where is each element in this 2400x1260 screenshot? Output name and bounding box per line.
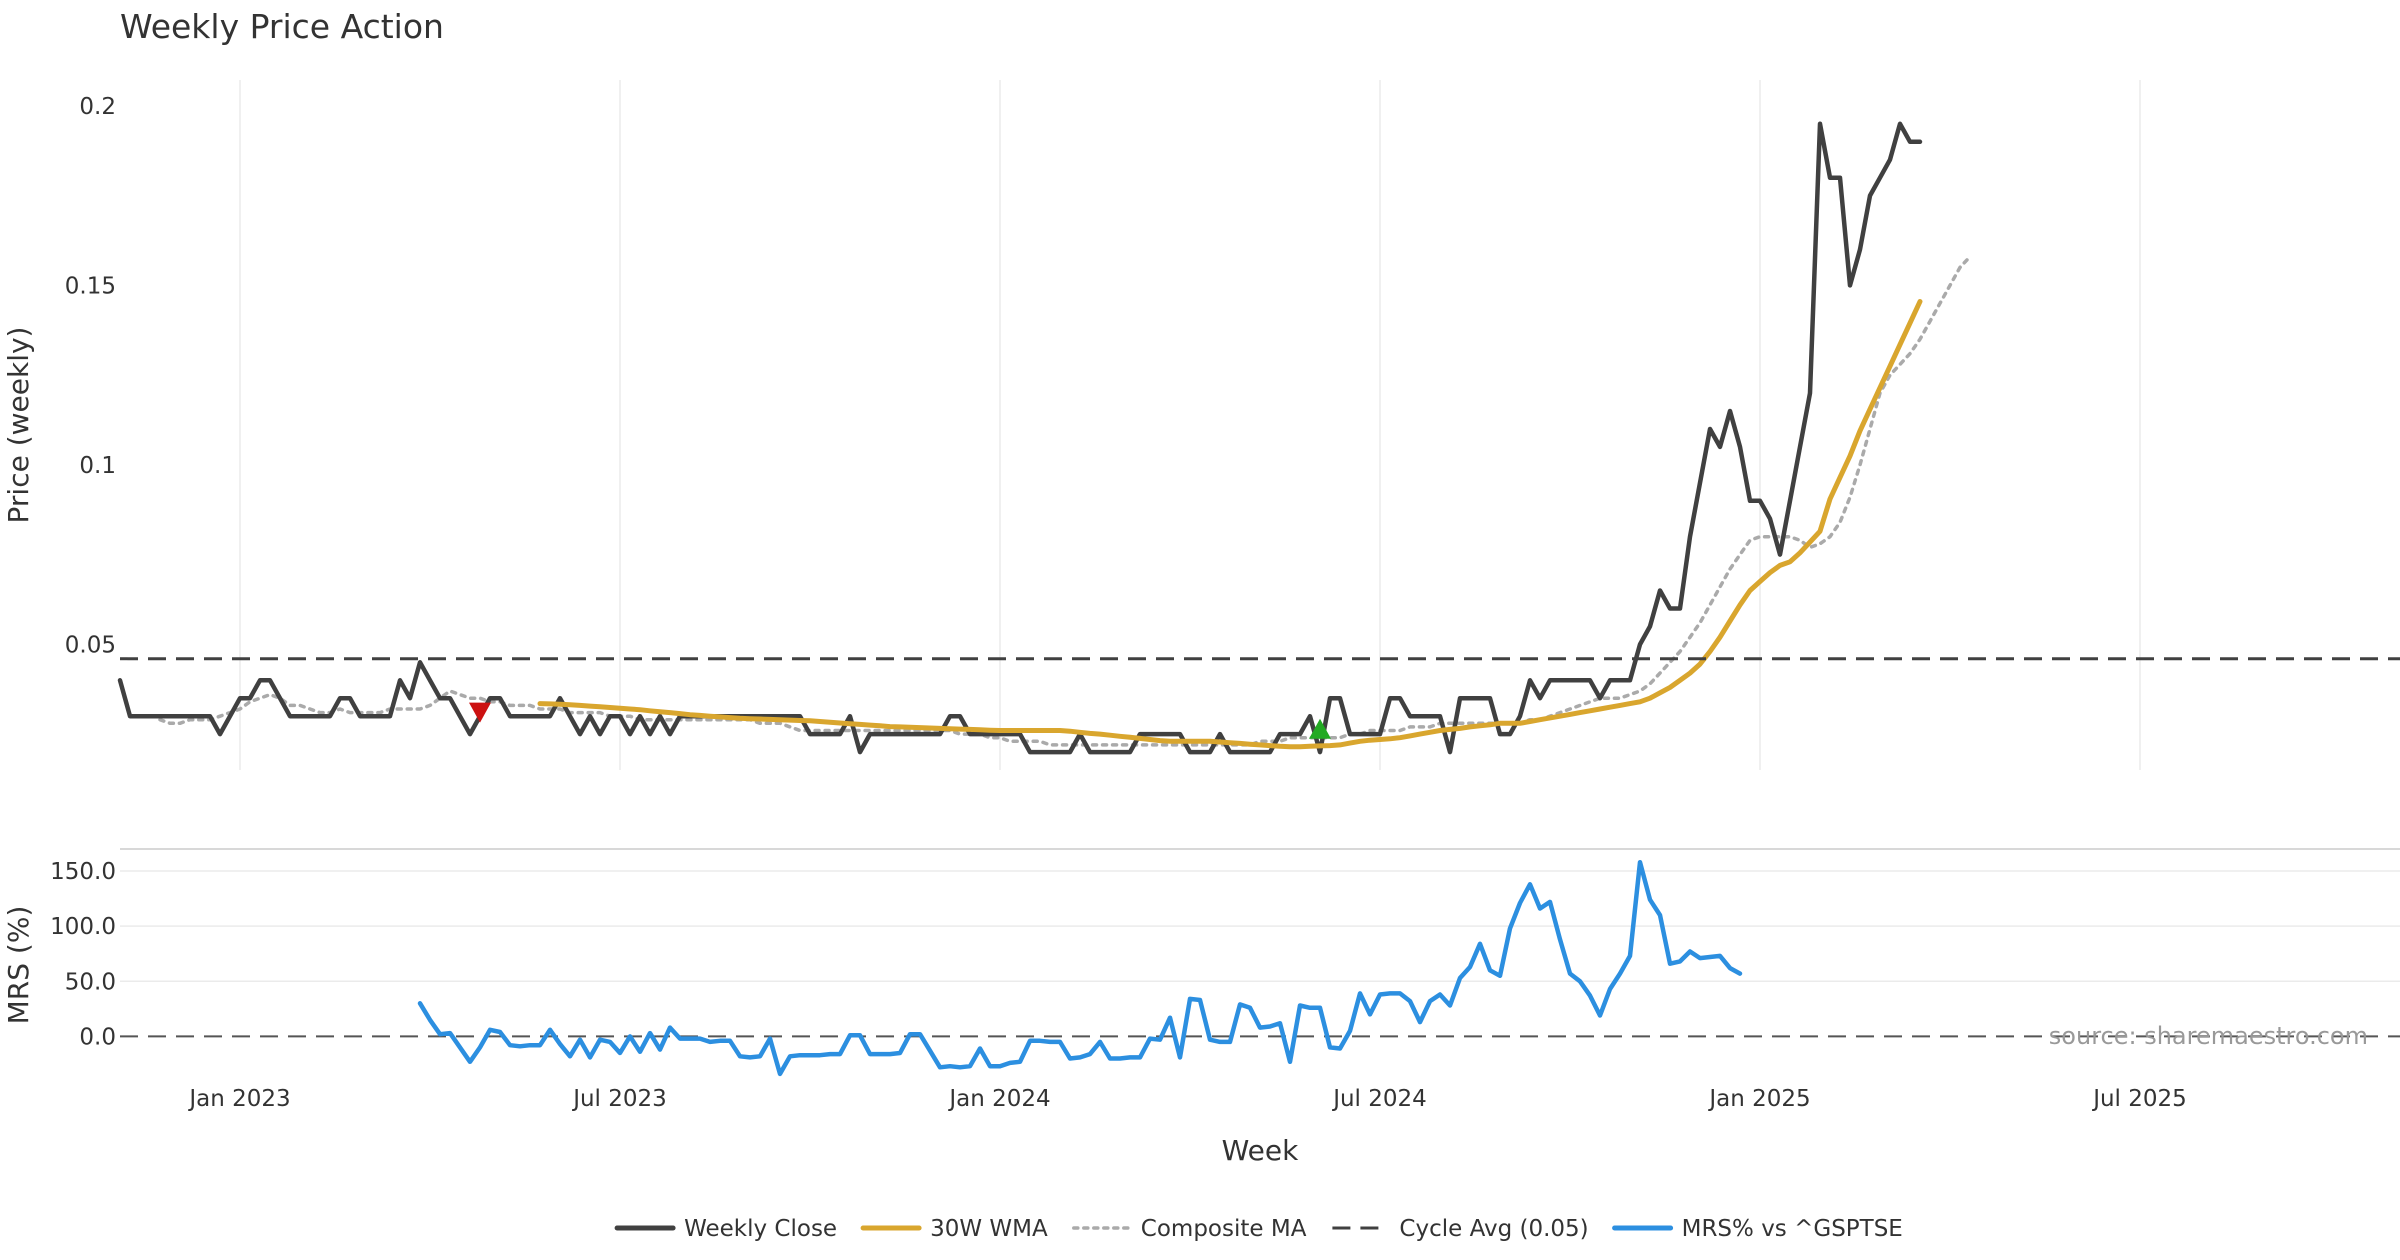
signal-markers bbox=[469, 702, 1331, 739]
legend-label: 30W WMA bbox=[930, 1216, 1048, 1242]
legend-item-mrs-vs-gsptse: MRS% vs ^GSPTSE bbox=[1612, 1216, 1903, 1242]
mrs-y-tick-label: 50.0 bbox=[65, 969, 116, 995]
legend-item-weekly-close: Weekly Close bbox=[614, 1216, 837, 1242]
mrs-y-tick-label: 150.0 bbox=[50, 859, 116, 885]
mrs-y-tick-label: 0.0 bbox=[79, 1024, 116, 1050]
mrs-series-layer bbox=[120, 859, 2400, 1077]
x-tick-label: Jan 2025 bbox=[1707, 1086, 1810, 1112]
price-y-tick-label: 0.15 bbox=[65, 273, 116, 299]
series-weekly-close bbox=[117, 121, 1923, 755]
mrs-y-tick-label: 100.0 bbox=[50, 914, 116, 940]
x-tick-label: Jul 2023 bbox=[571, 1086, 667, 1112]
series-composite-ma bbox=[158, 254, 1972, 747]
price-y-tick-label: 0.05 bbox=[65, 632, 116, 658]
series-mrs-vs-gsptse bbox=[417, 859, 1743, 1077]
x-tick-label: Jan 2023 bbox=[187, 1086, 290, 1112]
price-panel: 0.05 0.1 0.15 0.2 Price (weekly) bbox=[2, 94, 2400, 755]
price-y-tick-label: 0.2 bbox=[79, 94, 116, 120]
legend-label: MRS% vs ^GSPTSE bbox=[1682, 1216, 1903, 1242]
legend-label: Cycle Avg (0.05) bbox=[1399, 1216, 1588, 1242]
price-y-axis-label: Price (weekly) bbox=[2, 327, 35, 524]
source-watermark: source: sharemaestro.com bbox=[2049, 1022, 2368, 1050]
legend-item-30w-wma: 30W WMA bbox=[860, 1216, 1048, 1242]
series-30w-wma bbox=[537, 299, 1923, 750]
buy-signal-marker bbox=[1309, 718, 1331, 739]
mrs-y-axis-label: MRS (%) bbox=[2, 906, 35, 1025]
x-axis-label: Week bbox=[1222, 1134, 1299, 1167]
legend-label: Composite MA bbox=[1141, 1216, 1307, 1242]
legend-item-composite-ma: Composite MA bbox=[1072, 1216, 1307, 1242]
sell-signal-marker bbox=[469, 702, 491, 723]
legend-label: Weekly Close bbox=[684, 1216, 837, 1242]
x-tick-label: Jan 2024 bbox=[947, 1086, 1050, 1112]
x-axis-ticks: Jan 2023 Jul 2023 Jan 2024 Jul 2024 Jan 2025… bbox=[187, 1086, 2186, 1112]
legend: Weekly Close 30W WMA Composite MA Cycle Avg… bbox=[614, 1216, 1903, 1242]
mrs-panel: 0.0 50.0 100.0 150.0 MRS (%) source: sharem… bbox=[2, 859, 2400, 1077]
price-series-layer bbox=[117, 121, 2400, 755]
chart-title: Weekly Price Action bbox=[120, 7, 444, 46]
x-tick-label: Jul 2025 bbox=[2091, 1086, 2187, 1112]
grid-layer bbox=[120, 80, 2400, 983]
x-tick-label: Jul 2024 bbox=[1331, 1086, 1427, 1112]
price-y-tick-label: 0.1 bbox=[79, 453, 116, 479]
mrs-y-ticks: 0.0 50.0 100.0 150.0 bbox=[50, 859, 116, 1050]
legend-item-cycle-avg-0-05: Cycle Avg (0.05) bbox=[1332, 1216, 1589, 1242]
price-y-ticks: 0.05 0.1 0.15 0.2 bbox=[65, 94, 116, 658]
